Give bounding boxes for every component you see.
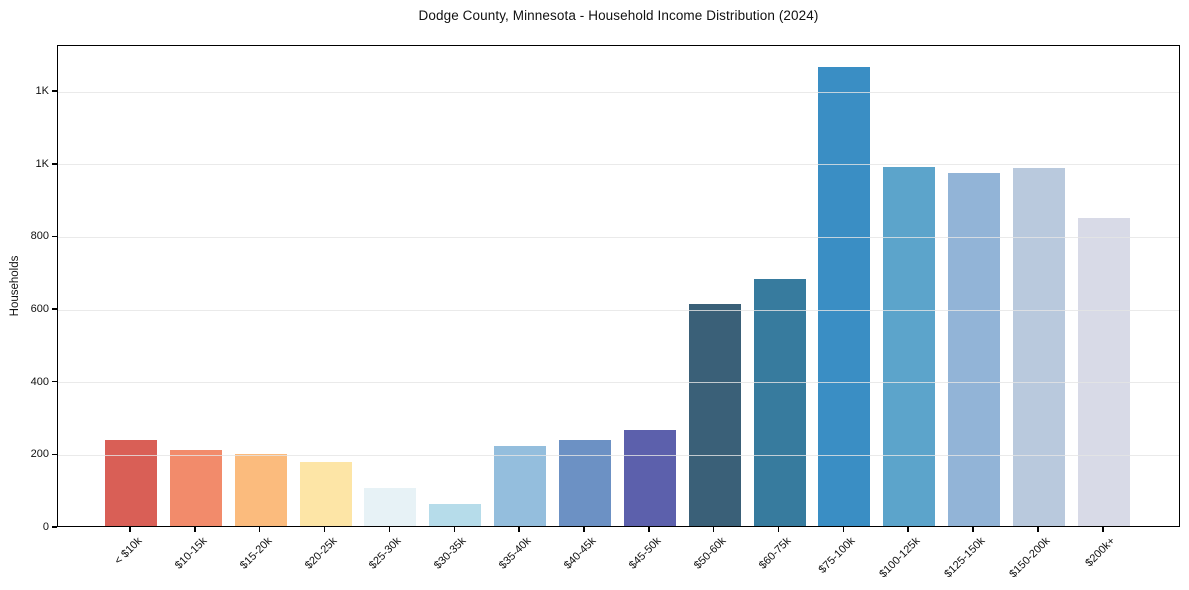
bar — [948, 172, 1001, 526]
gridline — [58, 91, 1179, 93]
x-tick-label: $100-125k — [877, 535, 923, 581]
x-axis-tick — [129, 527, 131, 532]
x-axis-tick — [712, 527, 715, 532]
x-tick-label: $45-50k — [626, 535, 664, 572]
x-axis-tick — [258, 527, 261, 532]
bar — [364, 488, 417, 526]
x-tick-label: $125-150k — [942, 535, 988, 581]
bar — [429, 503, 482, 526]
y-axis-tick — [52, 235, 57, 238]
y-axis-tick — [52, 453, 57, 456]
x-axis-tick — [453, 527, 455, 532]
x-tick-label: $25-30k — [367, 535, 404, 572]
x-axis-tick — [907, 527, 909, 532]
y-axis-tick — [52, 90, 57, 92]
y-tick-label: 200 — [30, 448, 49, 461]
x-axis-tick — [842, 527, 845, 532]
y-tick-label: 0 — [42, 521, 49, 533]
y-tick-label: 1K — [35, 157, 49, 170]
bar — [299, 461, 352, 526]
x-tick-label: $75-100k — [816, 535, 858, 576]
bar — [753, 278, 806, 526]
x-axis-tick — [518, 527, 520, 532]
x-tick-label: $30-35k — [432, 535, 469, 572]
x-tick-label: $50-60k — [691, 535, 729, 572]
bar — [818, 66, 871, 526]
bar — [105, 439, 157, 526]
x-axis-tick — [388, 527, 391, 532]
x-tick-label: $40-45k — [561, 535, 599, 572]
x-axis-tick — [1037, 527, 1039, 532]
x-axis-tick — [323, 527, 326, 532]
y-axis-tick — [52, 380, 57, 383]
x-tick-label: $15-20k — [237, 535, 275, 572]
x-axis-tick — [972, 527, 974, 532]
x-axis-tick — [648, 527, 650, 532]
x-tick-label: $10-15k — [172, 535, 210, 572]
gridline — [58, 236, 1179, 238]
x-tick-label: $200k+ — [1083, 535, 1118, 570]
bar — [623, 429, 676, 526]
x-tick-label: $60-75k — [756, 535, 793, 572]
bar — [883, 166, 936, 526]
y-tick-label: 400 — [30, 375, 49, 388]
y-tick-label: 600 — [30, 303, 49, 316]
gridline — [58, 382, 1179, 384]
y-axis-tick — [52, 163, 57, 165]
y-axis-tick — [52, 308, 57, 310]
x-tick-label: < $10k — [112, 535, 145, 568]
plot-area — [57, 45, 1180, 527]
bar — [1012, 167, 1065, 526]
gridline — [58, 164, 1179, 166]
y-axis-tick — [52, 526, 57, 528]
bar — [1077, 218, 1130, 526]
x-axis-tick — [583, 527, 585, 532]
bar — [688, 303, 741, 526]
x-tick-label: $20-25k — [302, 535, 340, 572]
gridline — [58, 309, 1179, 311]
x-tick-label: $35-40k — [496, 535, 534, 572]
x-axis-tick — [777, 527, 780, 532]
gridline — [58, 454, 1179, 456]
x-tick-label: $150-200k — [1007, 535, 1053, 581]
x-axis-tick — [194, 527, 196, 532]
chart-title: Dodge County, Minnesota - Household Inco… — [418, 8, 819, 23]
bar — [169, 449, 222, 526]
y-tick-label: 800 — [30, 230, 49, 243]
bar — [558, 439, 611, 526]
bar — [234, 454, 287, 526]
y-tick-label: 1K — [35, 85, 49, 98]
bar — [494, 445, 547, 526]
x-axis-tick — [1102, 527, 1104, 532]
